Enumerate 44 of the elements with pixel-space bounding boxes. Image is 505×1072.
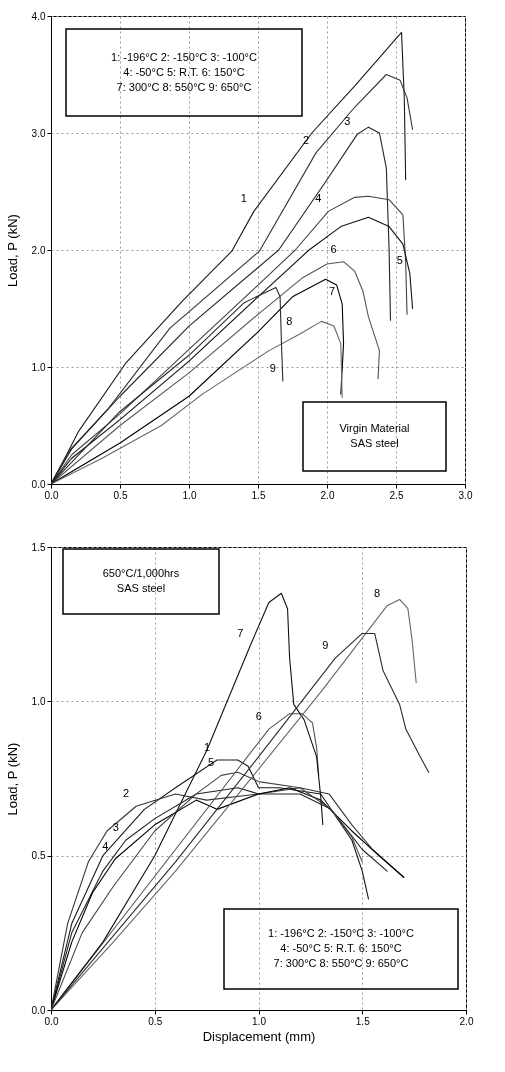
y-tick-label: 1.0 [31,695,46,707]
x-tick-label: 1.5 [355,1015,371,1027]
annotation: Virgin Material SAS steel [339,422,410,449]
annotation: 9 [322,639,329,652]
annotation: 7 [329,284,336,297]
annotation: 8 [374,586,381,599]
x-tick-label: 1.5 [251,489,266,501]
y-tick-label: 4.0 [31,10,46,22]
y-axis-title: Load, P (kN) [4,742,20,816]
x-tick-label: 0.0 [44,1015,59,1027]
y-tick-label: 2.0 [31,244,46,256]
y-tick-label: 3.0 [31,127,46,139]
annotation: 3 [344,115,351,128]
x-tick-label: 0.0 [44,489,59,501]
annotation: 8 [286,315,293,328]
annotation: 2 [123,787,130,800]
x-tick-label: 2.0 [459,1015,474,1027]
y-tick-label: 0.0 [31,478,46,490]
y-tick-label: 1.0 [31,361,46,373]
y-tick-label: 1.5 [31,541,46,553]
annotation: 9 [269,362,276,375]
x-tick-label: 1.0 [252,1015,267,1027]
annotation: 7 [237,626,244,639]
annotation: 1: -196°C 2: -150°C 3: -100°C 4: -50°C 5: R.T. 6: 150°C 7: 300°C 8: 550°C 9: 650°C [111,50,257,93]
x-axis-title: Displacement (mm) [202,1028,316,1044]
annotation: 6 [255,710,262,723]
annotation: 5 [396,254,403,267]
annotation: 4 [102,839,109,852]
x-tick-label: 2.0 [320,489,335,501]
x-tick-label: 0.5 [148,1015,163,1027]
annotation: 1 [240,192,247,205]
x-tick-label: 1.0 [182,489,197,501]
annotation: 4 [315,192,322,205]
y-tick-label: 0.0 [31,1004,46,1016]
y-axis-title: Load, P (kN) [4,214,20,287]
x-tick-label: 2.5 [389,489,404,501]
annotation: 3 [112,821,119,834]
x-tick-label: 3.0 [458,489,473,501]
y-tick-label: 0.5 [31,850,46,862]
annotation: 6 [330,242,337,255]
x-tick-label: 0.5 [113,489,128,501]
annotation: 1 [203,740,211,753]
annotation: 1: -196°C 2: -150°C 3: -100°C 4: -50°C 5: R.T. 6: 150°C 7: 300°C 8: 550°C 9: 650°C [268,927,414,969]
annotation: 650°C/1,000hrs SAS steel [102,567,180,594]
